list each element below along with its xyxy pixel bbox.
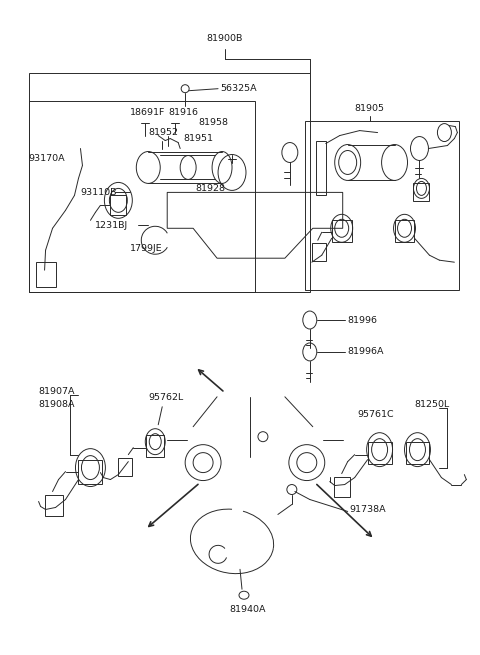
Text: 95762L: 95762L — [148, 393, 183, 402]
Bar — [29, 73, 310, 292]
Bar — [78, 460, 102, 483]
Text: 81900B: 81900B — [207, 34, 243, 43]
Text: 81951: 81951 — [183, 134, 213, 143]
Text: 81916: 81916 — [168, 108, 198, 117]
Text: 95761C: 95761C — [358, 410, 394, 419]
Bar — [119, 458, 132, 476]
Text: 81908A: 81908A — [38, 400, 75, 409]
Text: 81958: 81958 — [198, 118, 228, 127]
Text: 81996: 81996 — [348, 316, 378, 324]
Text: 81928: 81928 — [195, 184, 225, 193]
Text: 81952: 81952 — [148, 128, 178, 137]
Text: 93170A: 93170A — [29, 154, 65, 163]
Bar — [305, 121, 459, 290]
Bar — [413, 183, 430, 201]
Bar — [406, 441, 430, 464]
Bar — [332, 220, 352, 242]
Bar — [45, 495, 62, 516]
Bar — [36, 262, 56, 287]
Text: 81940A: 81940A — [230, 605, 266, 614]
Text: 81250L: 81250L — [415, 400, 450, 409]
Text: 81905: 81905 — [355, 104, 384, 113]
Bar — [146, 435, 164, 457]
Bar — [29, 101, 255, 292]
Bar — [316, 141, 326, 195]
Text: 81907A: 81907A — [38, 387, 75, 396]
Text: 1231BJ: 1231BJ — [96, 221, 129, 230]
Bar — [368, 441, 392, 464]
Text: 93110B: 93110B — [81, 188, 117, 197]
Bar — [395, 220, 415, 242]
Bar — [110, 195, 126, 215]
Text: 91738A: 91738A — [350, 505, 386, 514]
Text: 81996A: 81996A — [348, 347, 384, 356]
Text: 1799JE: 1799JE — [130, 244, 163, 253]
Bar — [312, 243, 326, 261]
Text: 18691F: 18691F — [130, 108, 166, 117]
Bar — [334, 477, 350, 496]
Text: 56325A: 56325A — [220, 84, 257, 93]
